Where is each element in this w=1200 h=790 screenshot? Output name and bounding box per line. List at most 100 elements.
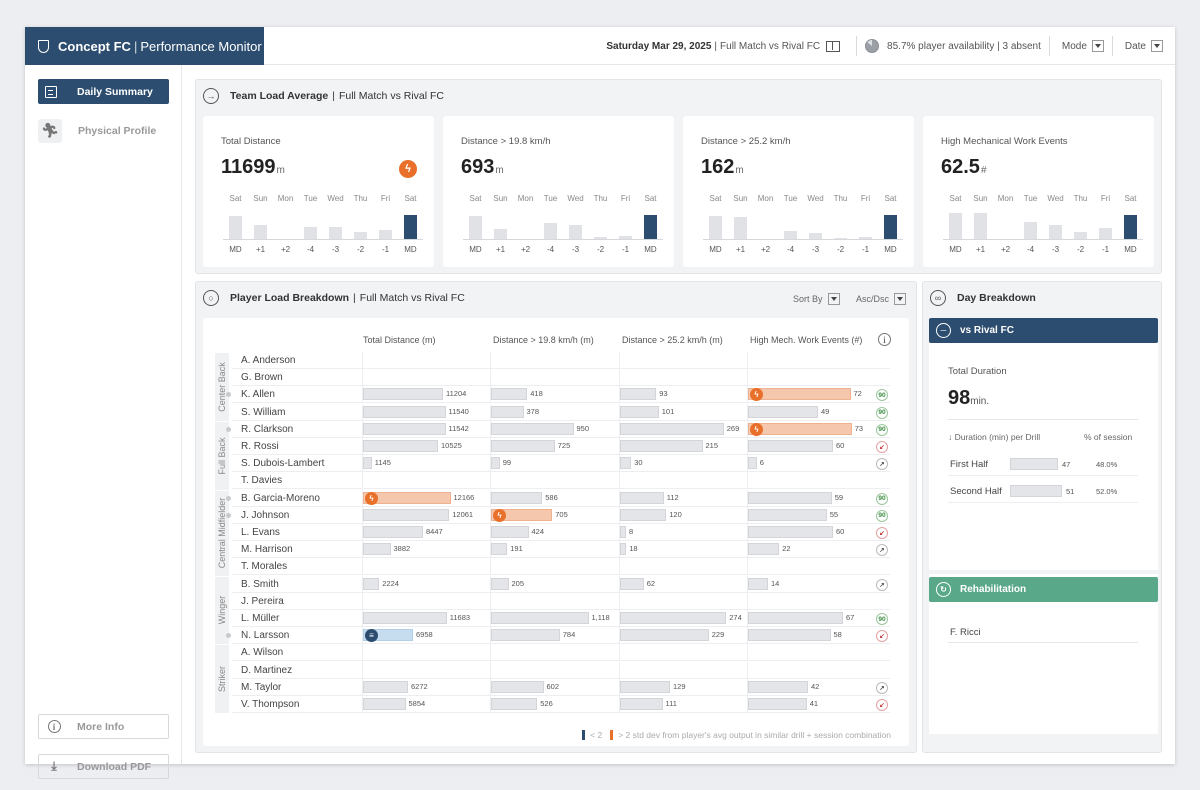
order-dropdown[interactable]: Asc/Dsc <box>856 293 907 305</box>
table-row[interactable]: R. Clarkson 11542 950 269 ϟ 73 90 <box>226 420 890 438</box>
table-info-icon[interactable]: i <box>878 333 891 346</box>
table-row[interactable]: V. Thompson 5854 526 111 41 ↙ <box>232 696 890 713</box>
metric-bar <box>748 405 818 418</box>
player-name[interactable]: S. Dubois-Lambert <box>241 458 325 470</box>
drill-name: Second Half <box>950 486 1002 497</box>
spark-column: Sat MD <box>1118 194 1143 254</box>
trend-up-icon[interactable]: ↗ <box>876 458 888 471</box>
player-name[interactable]: J. Johnson <box>241 509 290 521</box>
metric-cell: ϟ 73 <box>747 420 875 438</box>
minutes-played-badge[interactable]: 90 <box>876 509 888 522</box>
player-name[interactable]: T. Davies <box>241 475 283 487</box>
kpi-card: High Mechanical Work Events 62.5# Sat MD Sun… <box>923 116 1154 267</box>
table-row[interactable]: A. Anderson <box>232 352 890 369</box>
player-name[interactable]: M. Taylor <box>241 681 282 693</box>
player-name[interactable]: S. William <box>241 406 286 418</box>
metric-value: 120 <box>669 509 682 519</box>
trend-up-icon[interactable]: ↗ <box>876 544 888 557</box>
minutes-played-badge[interactable]: 90 <box>876 406 888 419</box>
drill-pct: 48.0% <box>1096 460 1118 469</box>
minutes-played-badge[interactable]: 90 <box>876 389 888 402</box>
table-row[interactable]: N. Larsson ≡ 6958 784 229 58 ↙ <box>226 627 890 645</box>
trend-down-icon[interactable]: ↙ <box>876 527 888 539</box>
sidebar-item-physical-profile[interactable]: 🏃︎ Physical Profile <box>38 118 169 143</box>
table-row[interactable]: B. Smith 2224 205 62 14 ↗ <box>232 575 890 593</box>
more-info-button[interactable]: i More Info <box>38 714 169 739</box>
minutes-played-badge[interactable]: 90 <box>876 492 888 505</box>
minutes-played-badge[interactable]: 90 <box>876 423 888 436</box>
player-name[interactable]: L. Evans <box>241 527 280 538</box>
metric-bar <box>748 543 780 556</box>
metric-cell: 11540 <box>362 403 490 421</box>
table-row[interactable]: M. Taylor 6272 602 129 42 ↗ <box>232 678 890 696</box>
chevron-down-icon[interactable] <box>1091 40 1104 52</box>
player-name[interactable]: B. Garcia-Moreno <box>241 492 320 504</box>
chevron-down-icon[interactable] <box>894 293 907 305</box>
metric-value: 62 <box>646 578 656 588</box>
metric-cell: 41 <box>747 696 875 713</box>
bar-track <box>613 206 638 240</box>
player-name[interactable]: M. Harrison <box>241 544 293 556</box>
table-row[interactable]: G. Brown <box>232 369 890 387</box>
player-name[interactable]: V. Thompson <box>241 699 300 710</box>
mode-label: Mode <box>1061 40 1087 52</box>
metric-bar <box>491 405 524 418</box>
weekly-sparkline: Sat MD Sun +1 Mon +2 Tue -4 Wed -3 Thu -2 Fri -1 Sat MD <box>703 194 903 254</box>
player-name[interactable]: D. Martinez <box>241 664 293 676</box>
day-label: Sat <box>404 194 417 203</box>
player-name[interactable]: T. Morales <box>241 561 288 573</box>
player-name[interactable]: K. Allen <box>241 389 275 401</box>
table-row[interactable]: T. Morales <box>232 558 890 576</box>
table-row[interactable]: A. Wilson <box>232 644 890 662</box>
chevron-down-icon[interactable] <box>827 293 840 305</box>
player-name[interactable]: R. Rossi <box>241 441 279 452</box>
metric-bar <box>620 388 657 401</box>
download-pdf-button[interactable]: ⤓ Download PDF <box>38 754 169 779</box>
spark-column: Fri -1 <box>613 194 638 254</box>
sidebar-item-daily-summary[interactable]: Daily Summary <box>38 79 169 104</box>
date-dropdown[interactable]: Date <box>1125 40 1163 52</box>
table-row[interactable]: B. Garcia-Moreno ϟ 12166 586 112 59 90 <box>226 489 890 507</box>
player-name[interactable]: G. Brown <box>241 372 283 384</box>
brand-subtitle: Performance Monitor <box>140 38 262 54</box>
link-icon: ∞ <box>930 290 946 306</box>
trend-up-icon[interactable]: ↗ <box>876 578 888 591</box>
day-label: Wed <box>327 194 344 203</box>
minutes-played-badge[interactable]: 90 <box>876 613 888 625</box>
metric-value: 205 <box>511 578 525 588</box>
table-row[interactable]: L. Müller 11683 1,118 274 67 90 <box>232 610 890 627</box>
player-name[interactable]: A. Wilson <box>241 647 284 659</box>
table-row[interactable]: M. Harrison 3882 191 18 22 ↗ <box>232 541 890 559</box>
table-row[interactable]: D. Martinez <box>232 661 890 679</box>
trend-down-icon[interactable]: ↙ <box>876 699 888 711</box>
chevron-down-icon[interactable] <box>1151 40 1163 52</box>
table-row[interactable]: J. Johnson 12061 ϟ 705 120 55 90 <box>226 506 890 524</box>
kpi-number: 693 <box>461 156 495 178</box>
metric-value: 784 <box>562 630 576 640</box>
player-name[interactable]: N. Larsson <box>241 630 290 642</box>
table-row[interactable]: S. Dubois-Lambert 1145 99 30 6 ↗ <box>232 455 890 473</box>
table-row[interactable]: S. William 11540 378 101 49 90 <box>232 403 890 421</box>
metric-cell: 8447 <box>362 524 490 541</box>
player-name[interactable]: B. Smith <box>241 578 279 590</box>
player-name[interactable]: J. Pereira <box>241 595 284 607</box>
player-load-header: ○ Player Load Breakdown | Full Match vs … <box>203 290 465 306</box>
table-row[interactable]: T. Davies <box>232 472 890 490</box>
trend-down-icon[interactable]: ↙ <box>876 441 888 453</box>
drill-column-header[interactable]: ↓ Duration (min) per Drill <box>948 432 1041 442</box>
trend-down-icon[interactable]: ↙ <box>876 630 888 643</box>
metric-cell <box>619 558 747 576</box>
table-row[interactable]: J. Pereira <box>232 592 890 610</box>
table-row[interactable]: L. Evans 8447 424 8 60 ↙ <box>232 524 890 541</box>
table-row[interactable]: K. Allen 11204 418 93 ϟ 72 90 <box>226 386 890 404</box>
player-name[interactable]: R. Clarkson <box>241 423 294 435</box>
player-name[interactable]: A. Anderson <box>241 355 296 366</box>
table-row[interactable]: R. Rossi 10525 725 215 60 ↙ <box>232 438 890 455</box>
sort-by-dropdown[interactable]: Sort By <box>793 293 840 305</box>
metric-bar <box>363 543 391 556</box>
trend-up-icon[interactable]: ↗ <box>876 681 888 694</box>
mode-dropdown[interactable]: Mode <box>1062 40 1104 52</box>
player-name[interactable]: L. Müller <box>241 613 280 624</box>
bar-track <box>348 206 373 240</box>
metric-cell: 18 <box>619 541 747 559</box>
